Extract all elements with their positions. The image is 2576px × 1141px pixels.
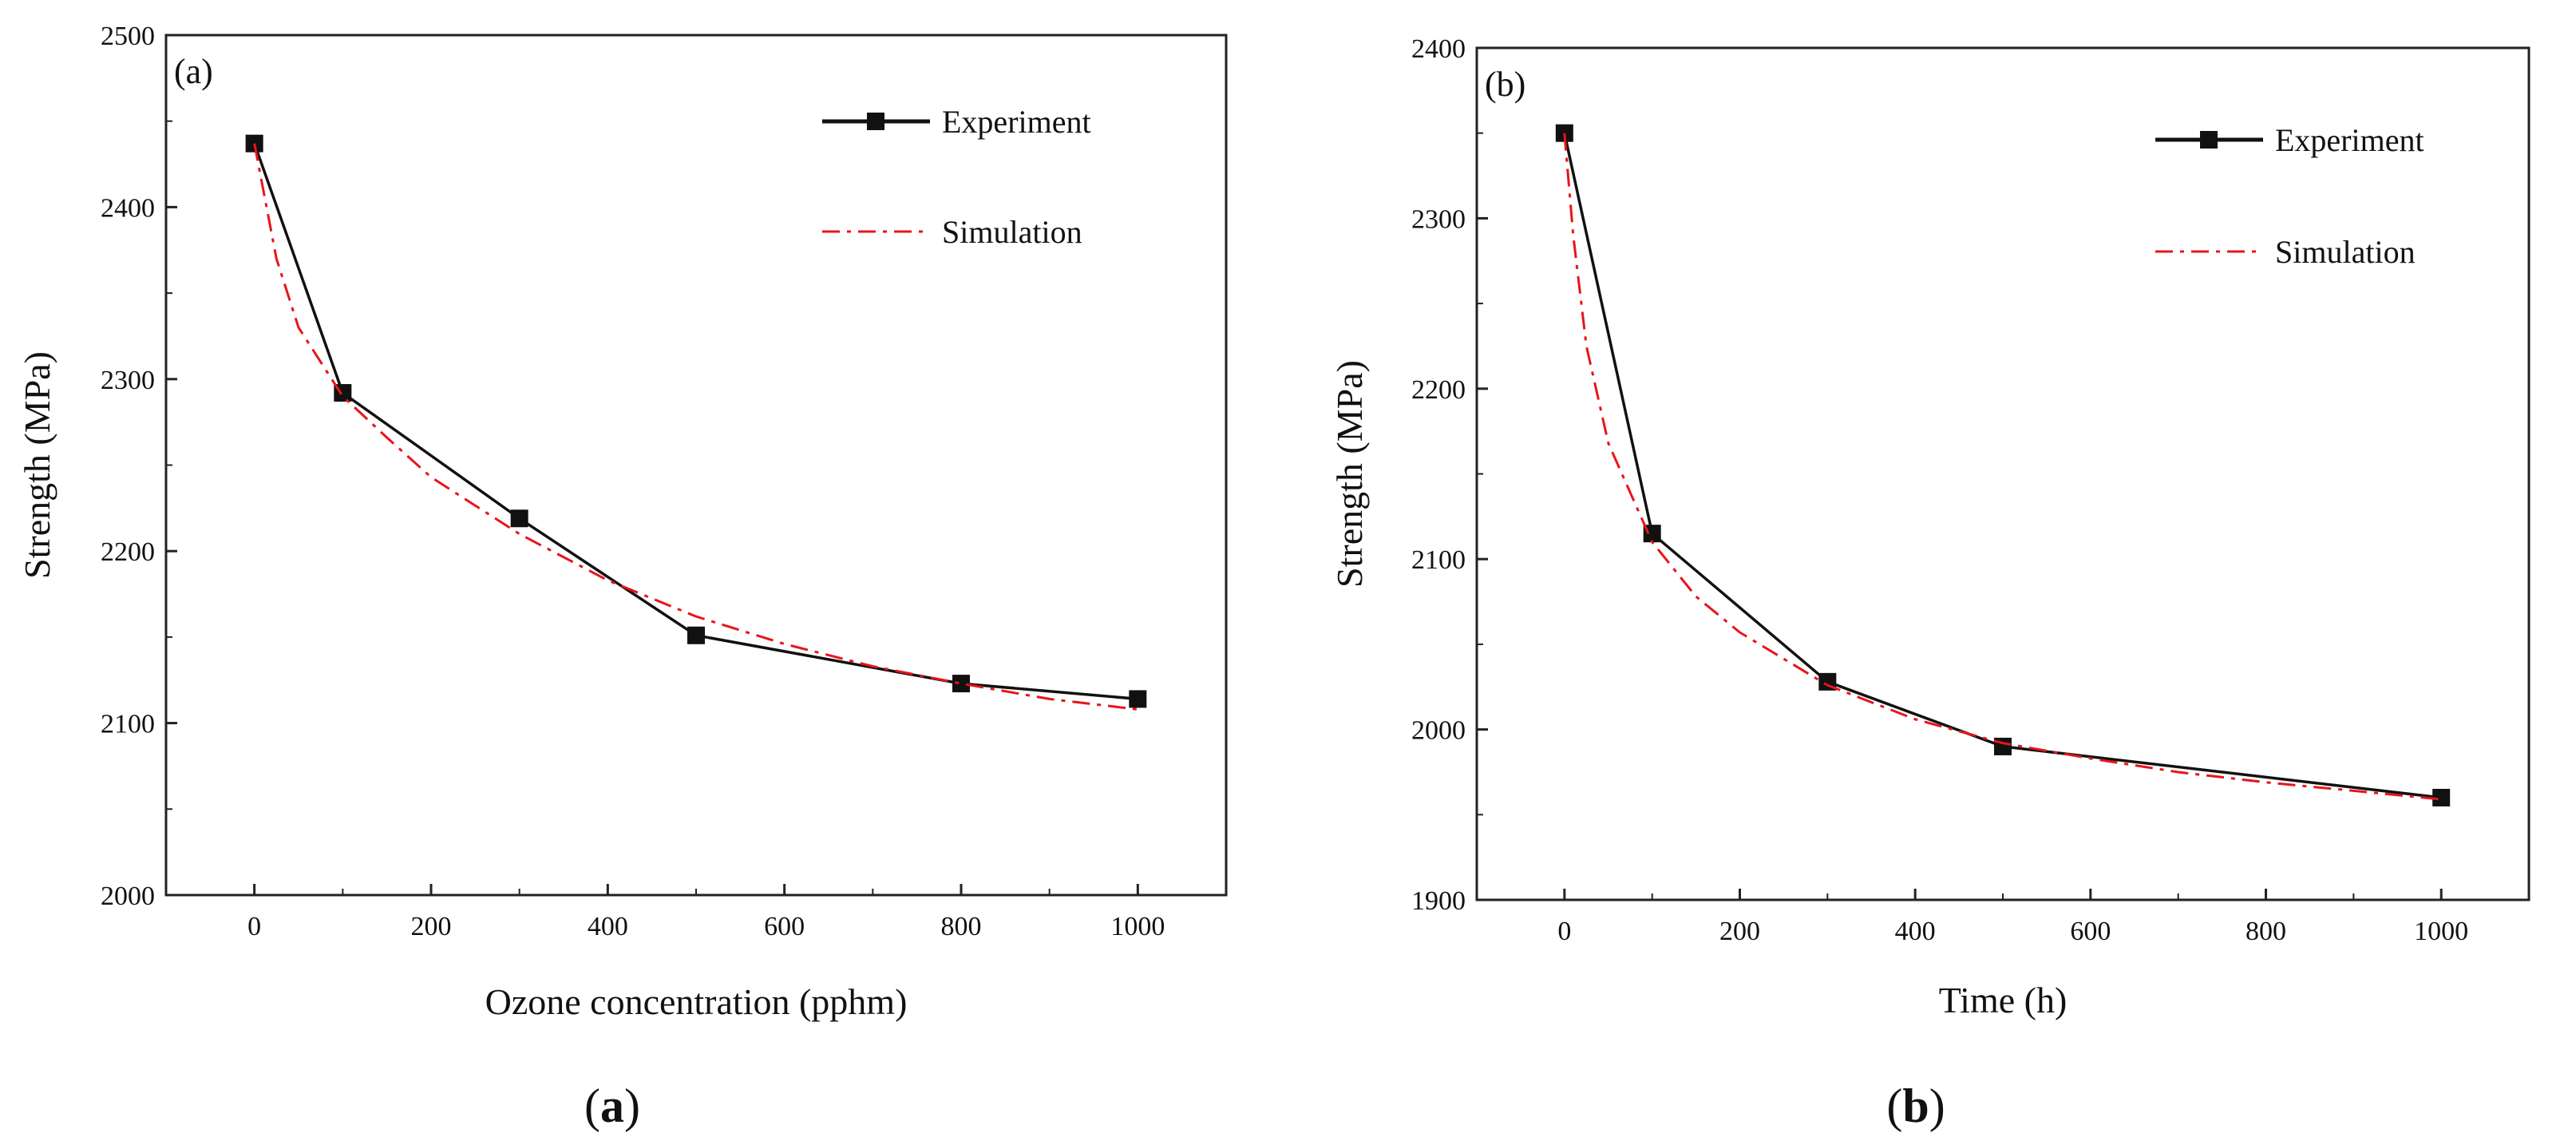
y-tick-label: 2100 (101, 710, 155, 739)
panel-tag: (a) (174, 52, 213, 91)
y-tick-label: 1900 (1411, 886, 1466, 916)
y-tick-label: 2400 (101, 193, 155, 223)
x-tick-label: 800 (2246, 917, 2286, 946)
plot-frame (1475, 46, 2530, 901)
y-axis-title: Strength (MPa) (17, 351, 57, 579)
y-tick-label: 2100 (1411, 545, 1466, 575)
x-axis-title: Time (h) (1939, 980, 2068, 1020)
x-tick-label: 400 (1895, 917, 1936, 946)
data-point-marker (2432, 788, 2451, 806)
data-point-marker (510, 509, 528, 528)
panel-caption: (b) (1886, 1080, 1945, 1132)
y-tick-label: 2200 (1411, 375, 1466, 405)
data-point-marker (952, 675, 970, 693)
data-point-marker (1129, 690, 1147, 708)
series-line-simulation (1563, 133, 2442, 801)
caption-letter: b (1902, 1080, 1929, 1132)
chart-panel-b: 1900 2000 2100 2200 2300 2400 0 200 400 600 800 100… (1329, 34, 2530, 1132)
chart-panel-a: 2000 2100 2200 2300 2400 2500 0 200 400 600 800 100… (17, 22, 1228, 1132)
y-tick-label: 2000 (101, 882, 155, 911)
caption-open: ( (584, 1080, 600, 1132)
legend: Experiment Simulation (2155, 122, 2424, 270)
panel-caption: (a) (584, 1080, 640, 1132)
legend: Experiment Simulation (822, 104, 1091, 250)
y-tick-label: 2300 (101, 366, 155, 395)
y-tick-label: 2500 (101, 22, 155, 51)
caption-open: ( (1886, 1080, 1902, 1132)
x-tick-label: 0 (1557, 917, 1571, 946)
x-tick-label: 1000 (2414, 917, 2468, 946)
panel-tag: (b) (1485, 65, 1525, 104)
plot-frame (164, 34, 1228, 897)
legend-label: Experiment (2275, 122, 2424, 158)
series-line-simulation (253, 143, 1138, 711)
x-tick-label: 400 (588, 912, 628, 941)
y-tick-label: 2400 (1411, 34, 1466, 64)
data-point-marker (1643, 525, 1661, 543)
y-tick-label: 2000 (1411, 716, 1466, 746)
caption-close: ) (624, 1080, 640, 1132)
legend-marker (867, 113, 884, 130)
x-tick-label: 600 (2070, 917, 2111, 946)
legend-marker (2200, 131, 2218, 149)
x-tick-label: 0 (247, 912, 261, 941)
legend-label: Simulation (942, 214, 1082, 250)
series-line-experiment (253, 143, 1138, 701)
y-axis-title: Strength (MPa) (1329, 360, 1370, 588)
x-tick-label: 600 (764, 912, 805, 941)
x-tick-label: 200 (411, 912, 452, 941)
series-line-experiment (1563, 133, 2442, 799)
x-tick-label: 200 (1719, 917, 1760, 946)
data-point-marker (245, 134, 263, 153)
legend-label: Simulation (2275, 234, 2416, 270)
data-point-marker (687, 626, 705, 644)
x-axis-title: Ozone concentration (pphm) (485, 981, 908, 1022)
y-tick-label: 2300 (1411, 204, 1466, 234)
caption-close: ) (1929, 1080, 1945, 1132)
y-tick-label: 2200 (101, 537, 155, 567)
legend-label: Experiment (942, 104, 1091, 140)
caption-letter: a (600, 1080, 624, 1132)
x-tick-label: 800 (941, 912, 982, 941)
x-tick-label: 1000 (1110, 912, 1165, 941)
